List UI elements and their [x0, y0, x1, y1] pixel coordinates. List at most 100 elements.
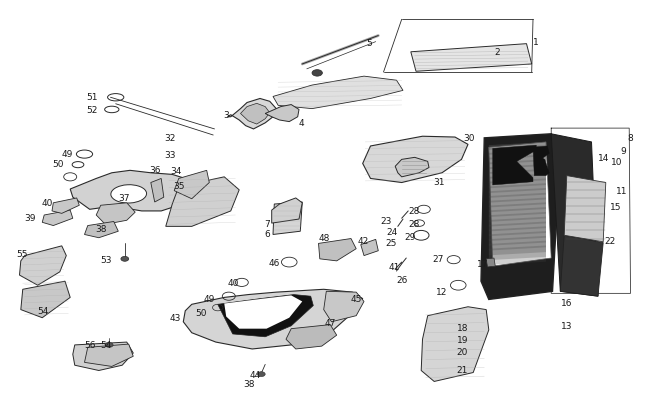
Polygon shape	[489, 236, 546, 256]
Polygon shape	[151, 179, 164, 202]
Polygon shape	[166, 177, 239, 227]
Polygon shape	[363, 137, 468, 183]
Text: 1: 1	[533, 38, 539, 47]
Polygon shape	[489, 193, 546, 213]
Circle shape	[312, 70, 322, 77]
Text: 48: 48	[318, 234, 330, 243]
Text: 8: 8	[627, 133, 633, 142]
Text: 11: 11	[616, 187, 628, 196]
Text: 54: 54	[38, 307, 49, 315]
Polygon shape	[52, 198, 79, 214]
Polygon shape	[489, 188, 546, 208]
Text: 18: 18	[456, 323, 468, 332]
Circle shape	[121, 257, 129, 262]
Polygon shape	[272, 198, 302, 224]
Polygon shape	[240, 104, 270, 125]
Polygon shape	[489, 246, 546, 265]
Text: 44: 44	[250, 370, 261, 379]
Polygon shape	[324, 292, 364, 322]
Text: 2: 2	[494, 48, 500, 57]
Text: 3: 3	[223, 111, 229, 120]
Text: 29: 29	[404, 232, 416, 241]
Polygon shape	[489, 227, 546, 246]
Polygon shape	[227, 99, 276, 130]
Polygon shape	[174, 171, 209, 199]
Text: 22: 22	[604, 237, 616, 245]
Text: 46: 46	[268, 258, 280, 267]
Text: 10: 10	[611, 158, 623, 166]
Polygon shape	[489, 232, 546, 251]
Text: 56: 56	[84, 341, 96, 350]
Polygon shape	[489, 208, 546, 227]
Text: 16: 16	[560, 298, 572, 307]
Polygon shape	[489, 203, 546, 222]
Text: 54: 54	[100, 341, 112, 350]
Polygon shape	[489, 150, 546, 170]
Polygon shape	[551, 134, 598, 296]
Text: 39: 39	[24, 213, 36, 222]
Polygon shape	[489, 143, 551, 266]
Text: 9: 9	[621, 147, 627, 156]
Polygon shape	[489, 174, 546, 194]
Text: 30: 30	[463, 133, 474, 142]
Text: 25: 25	[385, 239, 396, 247]
Polygon shape	[489, 155, 546, 175]
Polygon shape	[42, 211, 73, 226]
Text: 40: 40	[42, 198, 53, 207]
Text: 26: 26	[396, 275, 408, 284]
Polygon shape	[489, 143, 546, 151]
Circle shape	[257, 372, 265, 377]
Text: 43: 43	[169, 313, 181, 322]
Text: 7: 7	[264, 219, 270, 228]
Polygon shape	[70, 171, 194, 211]
Text: 5: 5	[367, 39, 372, 48]
Polygon shape	[489, 179, 546, 198]
Text: 14: 14	[598, 153, 610, 162]
Text: 55: 55	[16, 250, 27, 259]
Circle shape	[105, 343, 113, 347]
Polygon shape	[533, 147, 549, 176]
Text: 38: 38	[243, 379, 255, 388]
Polygon shape	[489, 184, 546, 203]
Text: 50: 50	[52, 160, 64, 168]
Text: 53: 53	[100, 256, 112, 264]
Polygon shape	[273, 202, 302, 235]
Text: 36: 36	[150, 166, 161, 175]
Polygon shape	[489, 164, 546, 184]
Text: 38: 38	[96, 224, 107, 233]
Text: 49: 49	[203, 294, 215, 303]
Text: 42: 42	[358, 237, 369, 245]
Text: 24: 24	[387, 228, 398, 237]
Polygon shape	[489, 217, 546, 237]
Text: 50: 50	[195, 308, 207, 317]
Text: 51: 51	[86, 93, 97, 102]
Text: 13: 13	[560, 322, 572, 330]
Text: 28: 28	[408, 206, 419, 215]
Polygon shape	[361, 240, 378, 256]
Polygon shape	[489, 160, 546, 179]
Polygon shape	[318, 239, 356, 261]
Polygon shape	[20, 246, 66, 286]
Text: 19: 19	[456, 335, 468, 344]
Polygon shape	[564, 176, 606, 242]
Text: 28: 28	[408, 219, 419, 228]
Polygon shape	[84, 222, 118, 238]
Polygon shape	[273, 77, 403, 109]
Text: 34: 34	[171, 166, 182, 175]
Text: 35: 35	[174, 182, 185, 191]
Polygon shape	[265, 105, 299, 122]
Polygon shape	[395, 158, 429, 177]
Text: 37: 37	[118, 193, 130, 202]
Polygon shape	[489, 212, 546, 232]
Text: 21: 21	[456, 365, 468, 374]
Text: 6: 6	[264, 230, 270, 239]
Polygon shape	[486, 258, 495, 267]
Text: 40: 40	[227, 278, 239, 287]
Text: 52: 52	[86, 106, 97, 115]
Polygon shape	[493, 146, 536, 185]
Polygon shape	[489, 143, 546, 160]
Text: 20: 20	[456, 347, 468, 356]
Text: 17: 17	[477, 260, 489, 269]
Polygon shape	[489, 222, 546, 241]
Polygon shape	[489, 198, 546, 217]
